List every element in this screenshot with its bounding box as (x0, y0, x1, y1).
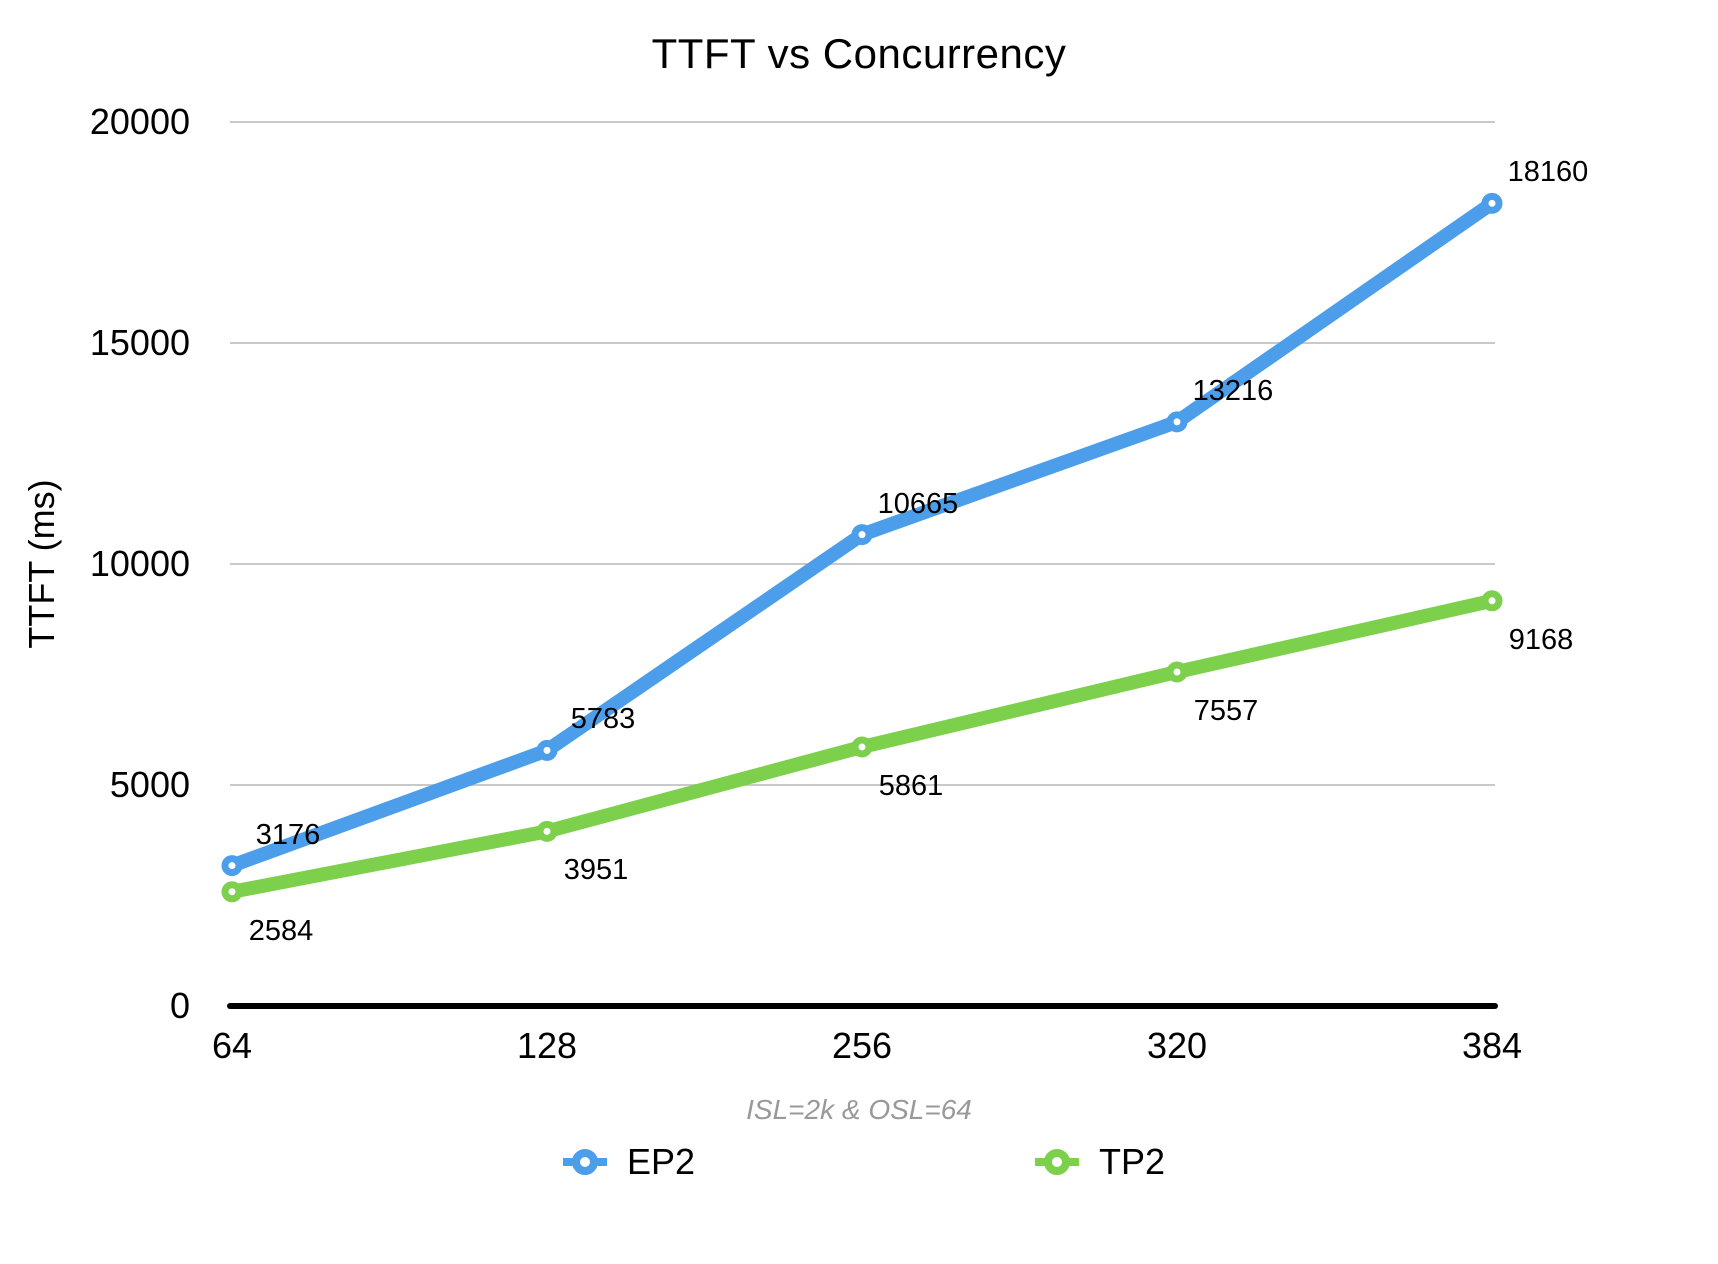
y-tick-label: 20000 (89, 101, 190, 142)
data-point-marker-ep2 (851, 524, 873, 546)
y-tick-label: 0 (169, 985, 190, 1026)
legend-marker-icon (1035, 1149, 1079, 1175)
data-point-marker-tp2 (1166, 661, 1188, 683)
x-axis-subtitle: ISL=2k & OSL=64 (746, 1094, 972, 1125)
legend-label: TP2 (1099, 1141, 1166, 1182)
data-point-marker-tp2 (851, 736, 873, 758)
legend-marker-icon (563, 1149, 607, 1175)
data-label-tp2: 5861 (878, 769, 944, 802)
y-tick-label: 10000 (89, 543, 190, 584)
data-label-ep2: 3176 (255, 818, 321, 851)
data-point-marker-tp2 (1481, 590, 1503, 612)
data-point-marker-ep2 (221, 855, 243, 877)
data-label-ep2: 5783 (570, 703, 636, 736)
y-tick-label: 5000 (109, 764, 190, 805)
data-label-ep2: 10665 (877, 487, 959, 520)
data-label-ep2: 18160 (1507, 156, 1589, 189)
x-tick-label: 128 (516, 1025, 578, 1066)
data-point-marker-tp2 (221, 881, 243, 903)
data-point-marker-tp2 (536, 820, 558, 842)
x-tick-label: 320 (1146, 1025, 1208, 1066)
legend-label: EP2 (627, 1141, 696, 1182)
data-point-marker-ep2 (536, 739, 558, 761)
data-point-marker-ep2 (1166, 411, 1188, 433)
x-tick-label: 64 (211, 1025, 253, 1066)
data-label-tp2: 9168 (1508, 623, 1574, 656)
legend-item-ep2: EP2 (563, 1140, 695, 1184)
x-tick-label: 256 (831, 1025, 893, 1066)
data-label-tp2: 3951 (563, 854, 629, 887)
legend-item-tp2: TP2 (1035, 1140, 1165, 1184)
x-tick-label: 384 (1461, 1025, 1523, 1066)
data-label-tp2: 7557 (1193, 694, 1259, 727)
chart-title: TTFT vs Concurrency (651, 30, 1067, 77)
data-label-tp2: 2584 (248, 914, 314, 947)
data-label-ep2: 13216 (1192, 374, 1274, 407)
data-point-marker-ep2 (1481, 192, 1503, 214)
y-tick-label: 15000 (89, 322, 190, 363)
